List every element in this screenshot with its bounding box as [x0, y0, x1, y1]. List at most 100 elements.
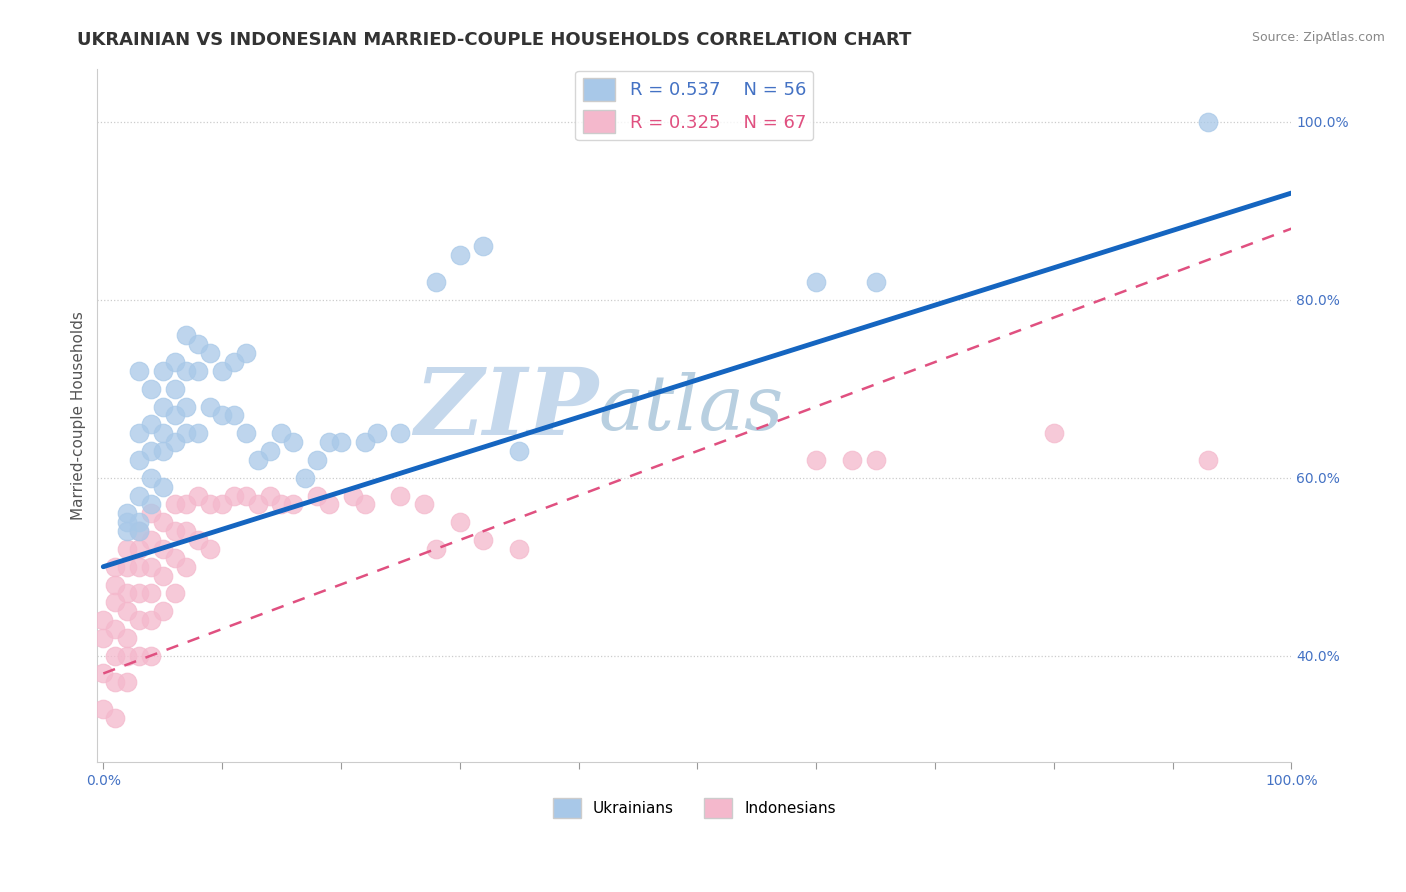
Point [318, 498, 340, 512]
Point [449, 248, 471, 262]
Point [128, 613, 150, 627]
Point [139, 586, 162, 600]
Point [91, 613, 114, 627]
Point [128, 524, 150, 538]
Point [115, 675, 138, 690]
Point [139, 533, 162, 547]
Point [139, 506, 162, 520]
Point [115, 586, 138, 600]
Point [865, 453, 887, 467]
Point [235, 426, 257, 441]
Point [163, 586, 186, 600]
Point [246, 453, 269, 467]
Point [1197, 453, 1219, 467]
Point [139, 382, 162, 396]
Point [235, 489, 257, 503]
Point [804, 453, 827, 467]
Point [163, 382, 186, 396]
Point [163, 524, 186, 538]
Text: atlas: atlas [599, 372, 785, 445]
Point [128, 559, 150, 574]
Point [152, 568, 174, 582]
Point [115, 524, 138, 538]
Point [508, 444, 530, 458]
Point [1197, 115, 1219, 129]
Point [152, 444, 174, 458]
Point [163, 355, 186, 369]
Point [128, 541, 150, 556]
Point [115, 604, 138, 618]
Point [283, 498, 305, 512]
Point [115, 648, 138, 663]
Point [200, 346, 222, 360]
Point [176, 524, 198, 538]
Point [307, 453, 329, 467]
Point [152, 400, 174, 414]
Point [200, 541, 222, 556]
Point [283, 435, 305, 450]
Point [128, 426, 150, 441]
Point [176, 400, 198, 414]
Point [91, 666, 114, 681]
Point [176, 498, 198, 512]
Point [366, 426, 388, 441]
Point [353, 498, 375, 512]
Point [163, 409, 186, 423]
Point [176, 559, 198, 574]
Point [104, 577, 127, 591]
Y-axis label: Married-couple Households: Married-couple Households [72, 311, 86, 520]
Point [472, 533, 495, 547]
Point [104, 559, 127, 574]
Point [307, 489, 329, 503]
Point [128, 515, 150, 529]
Point [329, 435, 352, 450]
Point [187, 533, 209, 547]
Point [104, 622, 127, 636]
Point [187, 426, 209, 441]
Point [425, 275, 447, 289]
Point [187, 337, 209, 351]
Point [115, 541, 138, 556]
Point [176, 364, 198, 378]
Point [115, 506, 138, 520]
Point [128, 648, 150, 663]
Point [222, 409, 245, 423]
Point [115, 515, 138, 529]
Point [211, 498, 233, 512]
Point [176, 328, 198, 343]
Point [342, 489, 364, 503]
Point [187, 364, 209, 378]
Point [294, 471, 316, 485]
Point [200, 498, 222, 512]
Point [128, 489, 150, 503]
Point [449, 515, 471, 529]
Point [211, 364, 233, 378]
Text: ZIP: ZIP [415, 364, 599, 453]
Point [211, 409, 233, 423]
Point [804, 275, 827, 289]
Point [222, 489, 245, 503]
Point [152, 515, 174, 529]
Point [163, 498, 186, 512]
Point [115, 631, 138, 645]
Point [163, 550, 186, 565]
Point [91, 702, 114, 716]
Point [163, 435, 186, 450]
Point [259, 444, 281, 458]
Point [1042, 426, 1064, 441]
Point [246, 498, 269, 512]
Point [104, 675, 127, 690]
Text: Source: ZipAtlas.com: Source: ZipAtlas.com [1251, 31, 1385, 45]
Point [176, 426, 198, 441]
Text: UKRAINIAN VS INDONESIAN MARRIED-COUPLE HOUSEHOLDS CORRELATION CHART: UKRAINIAN VS INDONESIAN MARRIED-COUPLE H… [77, 31, 911, 49]
Point [139, 648, 162, 663]
Point [128, 453, 150, 467]
Point [104, 711, 127, 725]
Point [222, 355, 245, 369]
Point [128, 524, 150, 538]
Point [270, 498, 292, 512]
Point [152, 364, 174, 378]
Point [139, 613, 162, 627]
Point [139, 559, 162, 574]
Point [413, 498, 436, 512]
